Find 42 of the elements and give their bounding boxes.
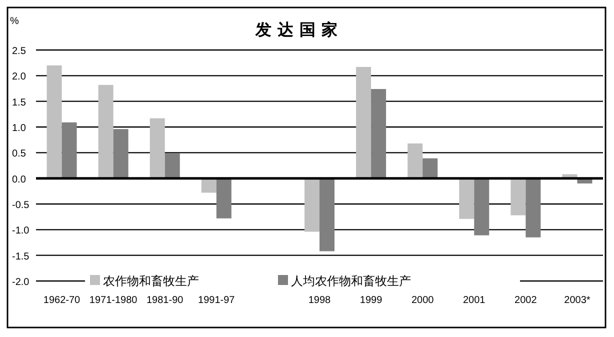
x-tick-label: 2002: [514, 295, 538, 306]
bar: [422, 158, 438, 178]
bar: [164, 153, 180, 178]
bar: [320, 178, 334, 252]
y-tick-label: 1.5: [12, 97, 26, 108]
bar: [408, 143, 423, 178]
y-axis-title: %: [10, 16, 19, 27]
x-tick-label: 1998: [308, 295, 332, 306]
y-tick-label: 0.5: [12, 148, 26, 160]
bar: [510, 178, 526, 216]
y-tick-label: 2.0: [12, 72, 26, 83]
y-tick-label: -1.0: [12, 226, 30, 237]
bar: [113, 129, 128, 178]
y-tick-label: 0.0: [12, 174, 26, 186]
y-tick-label: 2.5: [12, 46, 26, 57]
y-tick-label: -1.5: [12, 251, 30, 262]
bar: [98, 84, 114, 178]
bar: [474, 178, 490, 236]
bar: [201, 178, 216, 193]
x-tick-label: 2003*: [564, 295, 590, 306]
y-tick-label: 1.0: [12, 123, 26, 134]
legend-label: 农作物和畜牧生产: [103, 274, 199, 288]
bar: [356, 66, 372, 178]
y-tick-label: -2.0: [12, 277, 30, 288]
bar: [526, 178, 541, 238]
bar: [62, 122, 77, 178]
legend-label: 人均农作物和畜牧生产: [291, 274, 411, 288]
y-tick-label: -0.5: [12, 200, 30, 211]
x-tick-label: 1962-70: [43, 295, 81, 306]
chart-title: 发达国家: [254, 20, 344, 39]
x-tick-label: 1981-90: [146, 295, 184, 306]
x-tick-label: 2001: [463, 295, 486, 306]
bar: [371, 89, 386, 178]
bar: [150, 118, 165, 178]
bar: [46, 65, 62, 178]
x-tick-label: 1971-1980: [89, 295, 138, 306]
bar: [216, 178, 232, 218]
bar: [304, 178, 320, 232]
x-tick-label: 1999: [360, 295, 383, 306]
x-tick-label: 2000: [411, 295, 434, 306]
x-tick-label: 1991-97: [198, 295, 236, 306]
bar: [459, 178, 474, 219]
